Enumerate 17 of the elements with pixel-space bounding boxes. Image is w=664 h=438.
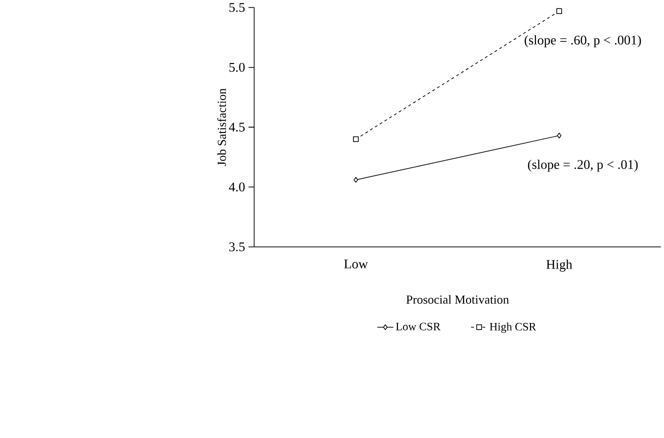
legend-label: High CSR: [490, 322, 536, 333]
y-tick-label: 3.5: [229, 242, 245, 252]
y-tick-label: 4.0: [228, 182, 245, 192]
x-axis-title: Prosocial Motivation: [406, 294, 509, 304]
point: [556, 132, 562, 138]
x-tick-label: Low: [344, 259, 368, 268]
x-tick-label: High: [546, 259, 572, 272]
y-tick-label: 5.0: [229, 62, 245, 72]
point: [353, 136, 359, 142]
annotation: (slope = .60, p < .001): [524, 35, 641, 48]
point: [354, 176, 358, 183]
legend-label: Low CSR: [396, 322, 441, 330]
y-axis-title: Job Satisfaction: [217, 88, 226, 166]
y-tick-label: 4.5: [228, 122, 245, 132]
annotation: (slope = .20, p < .01): [528, 160, 638, 172]
y-tick-label: 5.5: [229, 3, 245, 12]
point: [556, 8, 562, 14]
